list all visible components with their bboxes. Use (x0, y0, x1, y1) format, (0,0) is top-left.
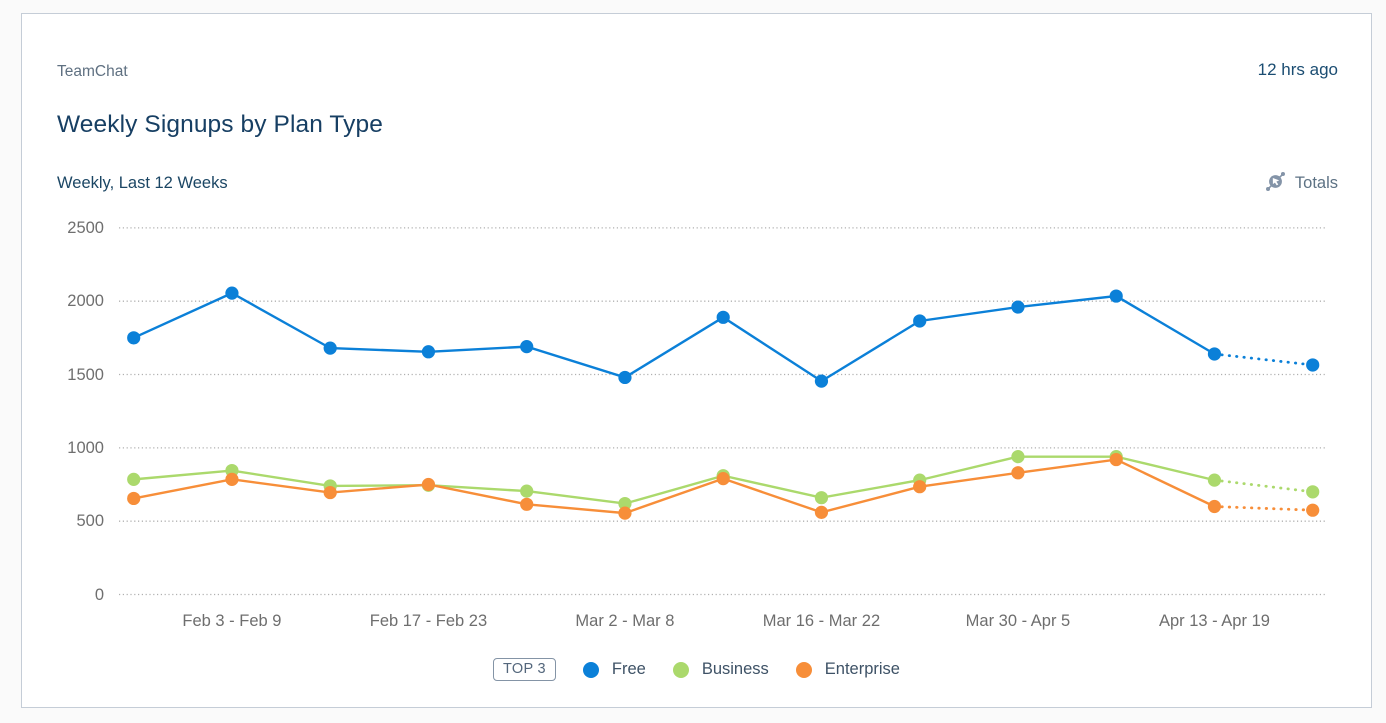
legend-dot-icon (795, 661, 812, 678)
series-line-free (133, 291, 1216, 383)
data-point-free[interactable] (618, 370, 632, 385)
data-point-business[interactable] (1306, 485, 1320, 499)
data-point-business[interactable] (1207, 473, 1222, 487)
legend-dot-icon (582, 661, 599, 678)
data-point-free[interactable] (1207, 347, 1222, 361)
data-point-enterprise[interactable] (421, 477, 436, 492)
series-line-business (133, 455, 1215, 505)
totals-label: Totals (1294, 173, 1338, 192)
data-point-enterprise[interactable] (323, 485, 337, 500)
series-line-enterprise (133, 458, 1215, 515)
legend-label: Enterprise (824, 660, 900, 678)
data-point-business[interactable] (1011, 450, 1025, 464)
y-tick-label: 1500 (67, 365, 104, 384)
x-tick-label: Mar 2 - Mar 8 (575, 612, 675, 630)
y-tick-label: 500 (76, 512, 104, 531)
data-point-enterprise[interactable] (618, 506, 632, 520)
data-point-free[interactable] (1011, 300, 1025, 314)
last-updated-timestamp: 12 hrs ago (1257, 60, 1338, 79)
x-tick-label: Mar 30 - Apr 5 (965, 612, 1071, 630)
data-point-enterprise[interactable] (1306, 503, 1320, 517)
totals-button[interactable]: Totals (1264, 170, 1338, 196)
legend-dot-icon (672, 661, 689, 678)
projection-line-business (1213, 478, 1315, 494)
chart-subtitle: Weekly, Last 12 Weeks (57, 174, 228, 192)
y-tick-label: 1000 (67, 438, 104, 457)
data-point-enterprise[interactable] (225, 472, 239, 486)
y-tick-label: 2000 (67, 292, 104, 311)
legend-item-enterprise[interactable]: Enterprise (795, 660, 900, 679)
data-point-free[interactable] (520, 340, 534, 354)
projection-line-enterprise (1213, 505, 1315, 512)
data-point-business[interactable] (618, 496, 632, 511)
data-point-free[interactable] (913, 314, 927, 328)
data-point-business[interactable] (520, 484, 534, 498)
data-point-free[interactable] (323, 341, 337, 355)
legend-item-business[interactable]: Business (672, 660, 769, 679)
data-point-enterprise[interactable] (716, 472, 730, 486)
data-point-enterprise[interactable] (1011, 466, 1025, 480)
x-tick-label: Feb 3 - Feb 9 (182, 612, 282, 630)
projection-line-free (1213, 352, 1315, 367)
data-point-business[interactable] (814, 491, 829, 505)
data-point-enterprise[interactable] (127, 491, 141, 506)
data-point-enterprise[interactable] (913, 480, 927, 494)
top3-badge: TOP 3 (493, 658, 556, 681)
data-point-free[interactable] (225, 286, 239, 300)
data-point-enterprise[interactable] (814, 505, 829, 519)
data-point-free[interactable] (814, 374, 829, 388)
data-point-free[interactable] (1109, 289, 1123, 303)
y-tick-label: 2500 (67, 218, 104, 237)
data-point-free[interactable] (1306, 358, 1320, 372)
legend-label: Free (611, 660, 646, 678)
data-point-free[interactable] (716, 310, 730, 324)
data-point-free[interactable] (127, 331, 141, 345)
data-point-enterprise[interactable] (1207, 499, 1222, 514)
y-tick-label: 0 (94, 585, 104, 604)
data-point-free[interactable] (421, 345, 436, 359)
line-chart[interactable] (22, 14, 1373, 709)
legend-label: Business (701, 660, 769, 678)
scatter-pointer-icon (1264, 170, 1287, 196)
data-point-enterprise[interactable] (520, 497, 534, 511)
data-point-enterprise[interactable] (1109, 452, 1123, 467)
page-title: Weekly Signups by Plan Type (57, 111, 383, 138)
x-tick-label: Feb 17 - Feb 23 (369, 612, 488, 630)
legend-item-free[interactable]: Free (582, 660, 646, 679)
data-point-business[interactable] (127, 472, 141, 486)
chart-card: TeamChat 12 hrs ago Weekly Signups by Pl… (21, 13, 1372, 708)
chart-legend: TOP 3 Free Business Enterprise (22, 658, 1371, 681)
x-tick-label: Mar 16 - Mar 22 (762, 612, 881, 630)
app-name: TeamChat (57, 63, 128, 80)
x-tick-label: Apr 13 - Apr 19 (1158, 612, 1270, 630)
